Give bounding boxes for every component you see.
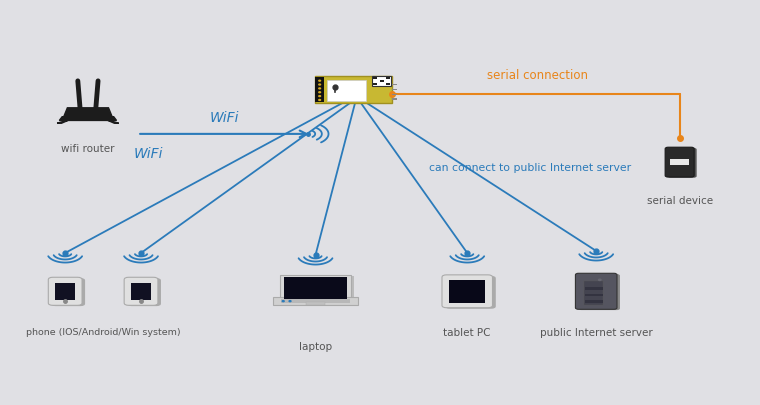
Bar (670, 159, 689, 165)
Polygon shape (59, 117, 116, 120)
Polygon shape (64, 108, 112, 117)
Text: laptop: laptop (299, 342, 332, 352)
Bar (386, 83, 390, 85)
Circle shape (318, 84, 321, 85)
Text: wifi router: wifi router (62, 144, 115, 154)
Bar (391, 98, 397, 100)
Text: serial connection: serial connection (487, 68, 588, 81)
Text: serial device: serial device (647, 196, 713, 207)
FancyBboxPatch shape (667, 148, 697, 178)
Text: can connect to public Internet server: can connect to public Internet server (429, 163, 632, 173)
Circle shape (318, 80, 321, 81)
Bar (372, 76, 391, 86)
FancyBboxPatch shape (280, 275, 351, 301)
FancyBboxPatch shape (445, 276, 496, 309)
FancyBboxPatch shape (49, 277, 82, 305)
Bar (306, 302, 325, 305)
Circle shape (599, 279, 601, 281)
Circle shape (289, 301, 291, 302)
Bar (284, 277, 347, 299)
Text: phone (IOS/Android/Win system): phone (IOS/Android/Win system) (26, 328, 180, 337)
FancyBboxPatch shape (52, 278, 85, 306)
Bar (373, 83, 378, 85)
FancyBboxPatch shape (665, 147, 694, 177)
FancyBboxPatch shape (127, 278, 161, 306)
Polygon shape (108, 120, 119, 123)
Bar (131, 283, 151, 300)
Bar (55, 283, 75, 300)
Circle shape (318, 88, 321, 89)
FancyBboxPatch shape (575, 273, 617, 309)
Polygon shape (57, 120, 68, 123)
Text: tablet PC: tablet PC (444, 328, 491, 338)
Bar (449, 280, 485, 303)
Text: WiFi: WiFi (210, 111, 239, 125)
Bar (585, 294, 603, 296)
FancyBboxPatch shape (273, 297, 358, 305)
Bar (391, 94, 397, 95)
FancyBboxPatch shape (282, 276, 354, 302)
Bar (386, 77, 390, 79)
FancyBboxPatch shape (584, 281, 603, 305)
Bar (373, 77, 378, 79)
FancyBboxPatch shape (124, 277, 158, 305)
Circle shape (318, 92, 321, 93)
Text: public Internet server: public Internet server (540, 328, 653, 338)
Bar (391, 83, 397, 85)
Bar (585, 288, 603, 290)
Bar (280, 299, 350, 303)
FancyBboxPatch shape (442, 275, 492, 308)
Bar (315, 77, 324, 102)
FancyBboxPatch shape (578, 274, 620, 310)
FancyBboxPatch shape (327, 79, 366, 101)
Bar (380, 80, 384, 82)
Text: WiFi: WiFi (134, 147, 163, 161)
Bar (585, 301, 603, 303)
Circle shape (282, 301, 284, 302)
Bar (391, 89, 397, 90)
FancyBboxPatch shape (315, 76, 391, 103)
